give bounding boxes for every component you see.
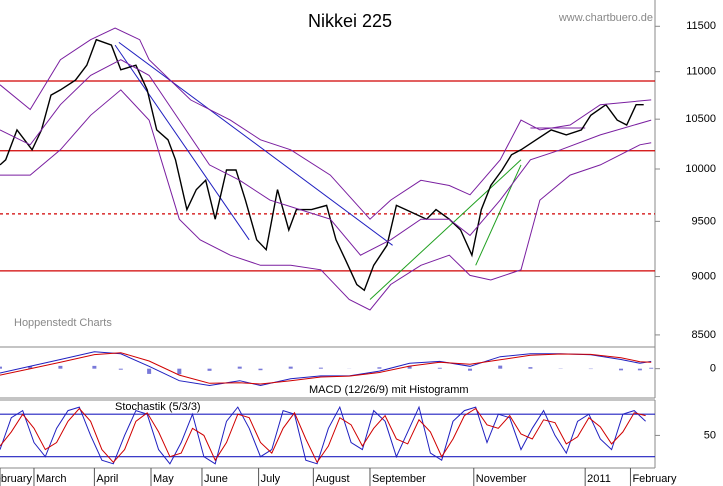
series-line [0, 407, 646, 464]
histogram-bar [118, 368, 123, 370]
histogram-bar [407, 365, 412, 369]
x-tick-label: 2011 [587, 473, 611, 485]
x-tick-label: April [96, 473, 118, 485]
y-tick-label: 0 [710, 363, 716, 375]
histogram-bar [377, 367, 382, 369]
histogram-bar [619, 368, 624, 371]
series-line [0, 38, 644, 292]
x-tick-label: May [153, 473, 174, 485]
series-line [0, 89, 652, 311]
chart-title: Nikkei 225 [308, 11, 392, 31]
series-line [0, 352, 652, 385]
histogram-bar [207, 368, 212, 371]
histogram-bar [528, 367, 533, 369]
y-tick-label: 50 [704, 429, 716, 441]
histogram-bar [437, 367, 442, 369]
histogram-bar [288, 366, 293, 369]
histogram-bar [58, 365, 63, 369]
histogram-bar [0, 366, 2, 369]
trend-line [118, 41, 393, 246]
histogram-bar [498, 365, 503, 369]
histogram-bar [468, 368, 473, 371]
histogram-bar [649, 367, 654, 369]
x-tick-label: February [0, 473, 33, 485]
trend-line [114, 44, 250, 241]
series-line [0, 59, 652, 256]
y-tick-label: 9000 [692, 270, 716, 282]
histogram-bar [28, 366, 33, 369]
histogram-bar [237, 366, 242, 369]
series-line [0, 27, 652, 220]
y-tick-label: 9500 [692, 215, 716, 227]
panel-title: Stochastik (5/3/3) [115, 401, 201, 413]
histogram-bar [147, 368, 152, 374]
x-tick-label: March [36, 473, 67, 485]
x-tick-label: February [632, 473, 677, 485]
annotation: Hoppenstedt Charts [14, 317, 112, 329]
y-tick-label: 10500 [685, 113, 716, 125]
trend-line [369, 159, 522, 300]
histogram-bar [318, 367, 323, 369]
x-tick-label: June [204, 473, 228, 485]
y-tick-label: 10000 [685, 163, 716, 175]
x-tick-label: August [315, 473, 349, 485]
y-tick-label: 8500 [692, 329, 716, 341]
y-tick-label: 11500 [686, 20, 716, 32]
x-tick-label: November [476, 473, 527, 485]
x-tick-label: July [261, 473, 281, 485]
x-tick-label: September [372, 473, 426, 485]
source: www.chartbuero.de [558, 12, 653, 24]
histogram-bar [177, 368, 182, 375]
histogram-bar [92, 365, 97, 369]
histogram-bar [637, 368, 642, 371]
series-line [0, 405, 646, 465]
panel-title: MACD (12/26/9) mit Histogramm [309, 384, 469, 396]
y-tick-label: 11000 [686, 66, 716, 78]
histogram-bar [258, 368, 263, 371]
